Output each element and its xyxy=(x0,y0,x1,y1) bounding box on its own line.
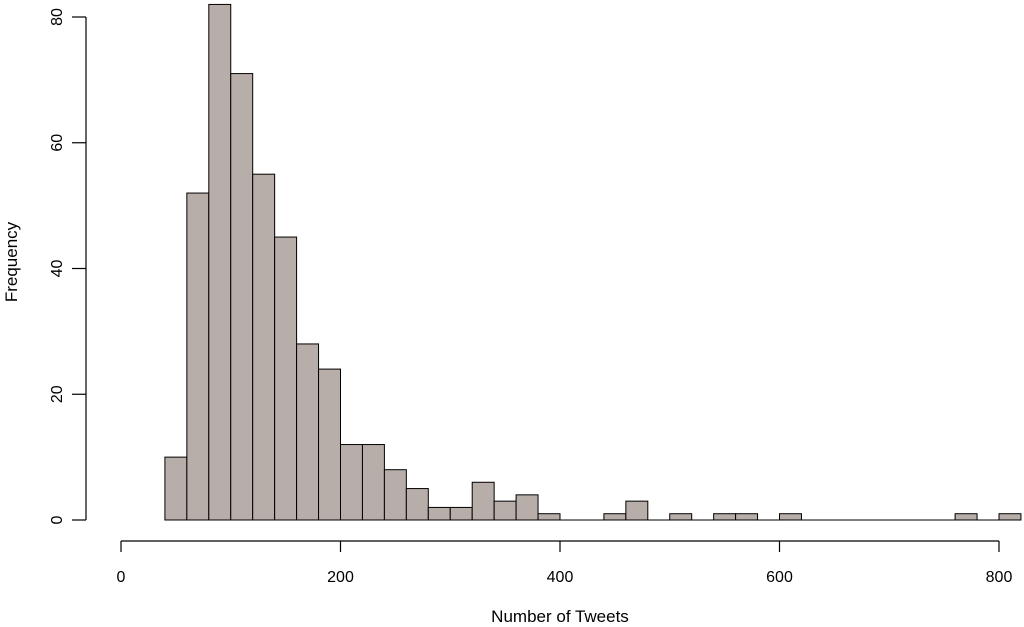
histogram-bar xyxy=(186,192,210,521)
histogram-bar xyxy=(361,444,385,521)
histogram-bar xyxy=(274,236,298,521)
y-axis-title: Frequency xyxy=(2,221,21,302)
y-tick-label: 20 xyxy=(49,385,66,403)
y-tick-label: 0 xyxy=(49,515,66,524)
histogram-bar xyxy=(296,343,320,521)
histogram-bar xyxy=(603,513,627,521)
histogram-bar xyxy=(954,513,978,521)
histogram-bar xyxy=(625,500,649,521)
y-tick-label: 40 xyxy=(49,260,66,278)
histogram-bars xyxy=(164,3,1022,521)
histogram-bar xyxy=(537,513,561,521)
x-tick-label: 800 xyxy=(986,569,1013,586)
histogram-bar xyxy=(471,481,495,521)
histogram-bar xyxy=(515,494,539,521)
histogram-bar xyxy=(164,456,188,521)
histogram-bar xyxy=(405,488,429,521)
x-axis-title: Number of Tweets xyxy=(491,607,629,626)
histogram-bar xyxy=(427,506,451,521)
x-axis: 0 200 400 600 800 xyxy=(117,540,1013,586)
histogram-bar xyxy=(208,3,232,521)
x-tick-label: 600 xyxy=(766,569,793,586)
x-tick-label: 0 xyxy=(117,569,126,586)
histogram-bar xyxy=(318,368,341,521)
histogram-bar xyxy=(713,513,737,521)
histogram-bar xyxy=(779,513,802,521)
y-tick-label: 80 xyxy=(49,8,66,26)
histogram-bar xyxy=(998,513,1022,521)
x-tick-label: 200 xyxy=(327,569,354,586)
histogram-bar xyxy=(669,513,693,521)
y-axis: 0 20 40 60 80 xyxy=(49,8,87,524)
y-tick-label: 60 xyxy=(49,134,66,152)
x-tick-label: 400 xyxy=(547,569,574,586)
histogram-bar xyxy=(449,506,473,521)
histogram-bar xyxy=(383,469,407,521)
histogram-bar xyxy=(340,444,363,521)
histogram-bar xyxy=(252,173,276,521)
histogram-bar xyxy=(735,513,759,521)
histogram-bar xyxy=(493,500,517,521)
histogram-bar xyxy=(230,73,254,521)
